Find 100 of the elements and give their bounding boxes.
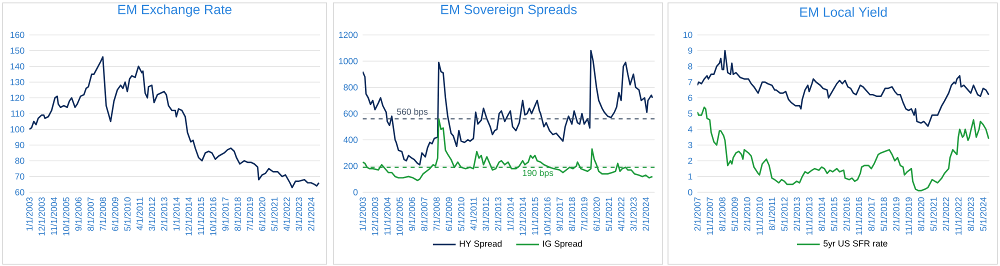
y-tick-label: 140	[10, 63, 24, 70]
x-tick-label: 7/1/2008	[100, 198, 106, 231]
x-tick-label: 5/1/2010	[124, 198, 131, 232]
y-tick-label: 0	[353, 189, 358, 196]
x-tick-label: 2/1/2013	[160, 198, 168, 231]
x-tick-label: 12/1/2014	[519, 197, 526, 236]
y-tick-label: 2	[688, 158, 692, 164]
x-tick-label: 11/1/2016	[856, 198, 862, 235]
y-tick-label: 90	[15, 142, 24, 148]
x-tick-label: 5/1/2024	[980, 197, 986, 232]
x-tick-label: 8/1/2007	[87, 198, 94, 232]
x-tick-label: 8/1/2018	[568, 198, 576, 232]
ref-line-label: 560 bps	[397, 108, 428, 117]
x-tick-label: 6/1/2009	[112, 198, 118, 231]
chart-title: EM Exchange Rate	[118, 4, 232, 18]
y-tick-label: 400	[343, 136, 358, 144]
x-tick-label: 5/1/2021	[606, 198, 612, 232]
x-tick-label: 10/1/2005	[396, 198, 403, 236]
x-tick-label: 10/1/2005	[62, 198, 70, 236]
x-tick-label: 5/1/2010	[458, 198, 464, 232]
y-tick-label: 600	[344, 110, 358, 117]
x-tick-label: 8/1/2018	[234, 198, 241, 232]
x-tick-label: 2/1/2013	[794, 198, 800, 231]
y-tick-label: 130	[10, 79, 24, 86]
y-tick-label: 1000	[339, 58, 358, 64]
x-tick-label: 4/1/2022	[283, 198, 290, 232]
x-tick-label: 11/1/2010	[756, 198, 763, 235]
chart-title: EM Local Yield	[800, 7, 887, 18]
x-tick-label: 11/1/2022	[955, 198, 962, 235]
y-tick-label: 9	[688, 48, 692, 54]
y-tick-label: 150	[10, 48, 24, 54]
x-tick-label: 4/1/2022	[618, 198, 624, 232]
y-tick-label: 10	[684, 32, 692, 38]
x-tick-label: 2/1/2024	[308, 197, 314, 231]
x-tick-label: 9/1/2017	[222, 198, 229, 231]
x-tick-label: 4/1/2011	[470, 198, 477, 231]
x-tick-label: 2/1/2007	[694, 198, 701, 231]
y-tick-label: 200	[344, 163, 358, 170]
x-tick-label: 3/1/2023	[296, 198, 302, 232]
x-tick-label: 11/1/2004	[384, 197, 391, 235]
y-tick-label: 160	[10, 32, 24, 38]
x-tick-label: 9/1/2006	[75, 198, 82, 231]
y-tick-label: 110	[11, 110, 24, 117]
x-tick-label: 3/1/2012	[148, 198, 156, 232]
x-tick-label: 12/1/2003	[372, 198, 378, 236]
y-tick-label: 70	[15, 174, 24, 180]
x-tick-label: 9/1/2017	[556, 198, 563, 231]
x-tick-label: 5/1/2021	[271, 198, 278, 232]
x-tick-label: 2/1/2010	[744, 198, 750, 231]
x-tick-label: 11/1/2015	[198, 198, 204, 235]
y-tick-label: 7	[688, 79, 692, 86]
x-tick-label: 8/1/2023	[968, 198, 974, 232]
x-tick-label: 11/1/2004	[50, 197, 58, 235]
legend-label: IG Spread	[543, 240, 582, 249]
x-tick-label: 9/1/2006	[408, 198, 416, 231]
x-tick-label: 11/1/2007	[706, 198, 713, 235]
x-tick-label: 6/1/2020	[258, 198, 266, 231]
legend-label: 5yr US SFR rate	[824, 240, 888, 248]
x-tick-label: 8/1/2017	[868, 198, 875, 232]
x-tick-label: 8/1/2007	[420, 198, 428, 232]
y-tick-label: 800	[344, 84, 358, 91]
x-tick-label: 5/1/2012	[781, 198, 788, 232]
x-tick-label: 3/1/2023	[630, 198, 637, 232]
x-tick-label: 2/1/2016	[843, 198, 850, 231]
x-tick-label: 7/1/2019	[580, 198, 588, 231]
x-tick-label: 8/1/2011	[768, 198, 776, 230]
x-tick-label: 8/1/2014	[818, 197, 825, 232]
y-tick-label: 8	[688, 63, 692, 70]
x-tick-label: 10/1/2016	[210, 198, 216, 236]
x-tick-label: 12/1/2003	[38, 198, 45, 236]
y-tick-label: 1200	[339, 32, 358, 38]
x-tick-label: 6/1/2009	[446, 198, 452, 231]
x-tick-label: 5/1/2021	[930, 198, 937, 232]
ref-line-label: 190 bps	[522, 170, 554, 178]
x-tick-label: 5/1/2018	[880, 198, 887, 232]
y-tick-label: 5	[688, 110, 692, 117]
x-tick-label: 2/1/2013	[494, 198, 502, 231]
x-tick-label: 5/1/2015	[830, 198, 838, 232]
y-tick-label: 120	[10, 94, 24, 102]
y-tick-label: 4	[688, 126, 692, 133]
y-tick-label: 3	[688, 142, 692, 148]
x-tick-label: 7/1/2008	[433, 198, 440, 231]
x-tick-label: 8/1/2008	[718, 198, 726, 232]
y-tick-label: 80	[15, 158, 24, 164]
x-tick-label: 10/1/2016	[544, 198, 550, 236]
x-tick-label: 1/1/2003	[359, 198, 366, 231]
x-tick-label: 2/1/2019	[892, 198, 900, 231]
x-tick-label: 6/1/2020	[593, 198, 600, 231]
y-tick-label: 1	[688, 174, 692, 180]
x-tick-label: 5/1/2009	[731, 198, 738, 232]
x-tick-label: 12/1/2014	[185, 197, 192, 236]
x-tick-label: 1/1/2014	[173, 197, 180, 231]
y-tick-label: 0	[688, 189, 692, 196]
x-tick-label: 4/1/2011	[136, 198, 143, 231]
x-tick-label: 2/1/2022	[942, 198, 950, 231]
x-tick-label: 1/1/2014	[507, 197, 514, 231]
y-tick-label: 6	[688, 94, 692, 102]
x-tick-label: 1/1/2003	[26, 198, 33, 231]
x-tick-label: 11/1/2015	[532, 198, 538, 235]
y-tick-label: 60	[15, 189, 24, 196]
